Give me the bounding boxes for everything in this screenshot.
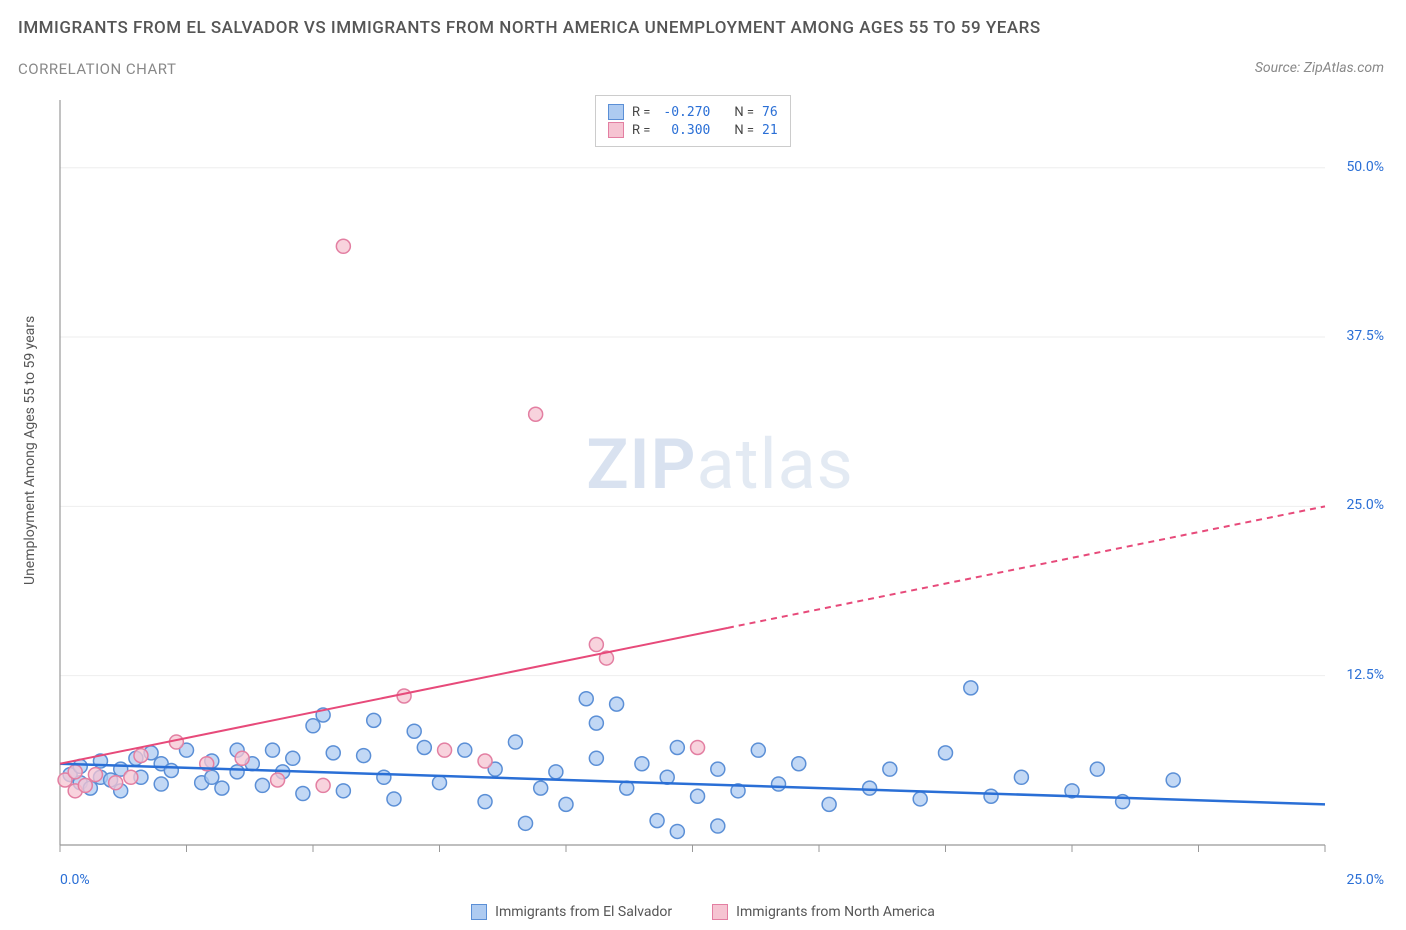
y-axis-label: Unemployment Among Ages 55 to 59 years (22, 316, 38, 585)
chart-container: Unemployment Among Ages 55 to 59 years Z… (0, 95, 1406, 930)
y-tick-label: 37.5% (1346, 328, 1384, 344)
r-value: 0.300 (658, 123, 710, 138)
plot-area: ZIPatlas R = -0.270 N = 76 R = 0.300 N =… (55, 95, 1385, 865)
source-label: Source: ZipAtlas.com (1255, 60, 1384, 76)
n-value: 21 (762, 123, 778, 138)
y-tick-label: 50.0% (1346, 159, 1384, 175)
n-value: 76 (762, 105, 778, 120)
n-label: N = (734, 123, 754, 138)
legend-row: R = 0.300 N = 21 (608, 122, 778, 138)
y-tick-label: 12.5% (1346, 667, 1384, 683)
legend-swatch (608, 104, 624, 120)
chart-subtitle: CORRELATION CHART (18, 60, 176, 78)
y-tick-label: 25.0% (1346, 497, 1384, 513)
x-origin-label: 0.0% (60, 872, 90, 888)
n-label: N = (734, 105, 754, 120)
r-label: R = (632, 105, 650, 120)
legend-swatch (712, 904, 728, 920)
scatter-svg (55, 95, 1385, 865)
series-legend-item: Immigrants from North America (712, 904, 935, 920)
series-label: Immigrants from North America (736, 904, 935, 920)
series-legend: Immigrants from El Salvador Immigrants f… (0, 904, 1406, 920)
series-label: Immigrants from El Salvador (495, 904, 672, 920)
correlation-legend: R = -0.270 N = 76 R = 0.300 N = 21 (595, 95, 791, 147)
legend-swatch (608, 122, 624, 138)
legend-swatch (471, 904, 487, 920)
chart-title: IMMIGRANTS FROM EL SALVADOR VS IMMIGRANT… (18, 18, 1041, 38)
series-legend-item: Immigrants from El Salvador (471, 904, 672, 920)
legend-row: R = -0.270 N = 76 (608, 104, 778, 120)
r-label: R = (632, 123, 650, 138)
r-value: -0.270 (658, 105, 710, 120)
x-max-label: 25.0% (1346, 872, 1384, 888)
